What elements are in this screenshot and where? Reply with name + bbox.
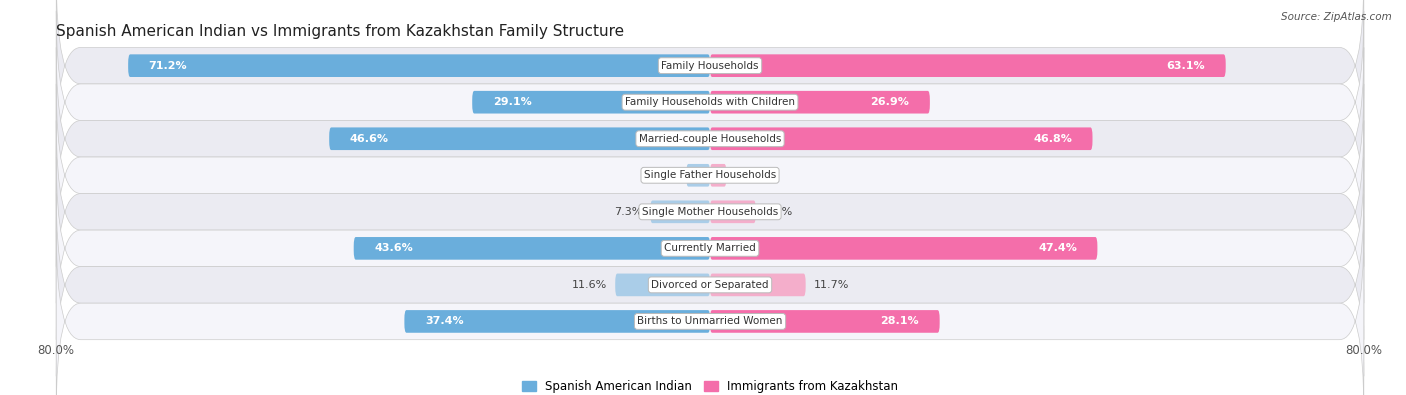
FancyBboxPatch shape: [56, 47, 1364, 230]
FancyBboxPatch shape: [56, 120, 1364, 303]
Text: Single Father Households: Single Father Households: [644, 170, 776, 180]
Text: 29.1%: 29.1%: [492, 97, 531, 107]
FancyBboxPatch shape: [56, 0, 1364, 157]
FancyBboxPatch shape: [651, 201, 710, 223]
FancyBboxPatch shape: [56, 84, 1364, 267]
Text: 11.6%: 11.6%: [572, 280, 607, 290]
Text: 37.4%: 37.4%: [425, 316, 464, 326]
Text: Births to Unmarried Women: Births to Unmarried Women: [637, 316, 783, 326]
Text: Family Households with Children: Family Households with Children: [626, 97, 794, 107]
Text: 11.7%: 11.7%: [814, 280, 849, 290]
Text: 43.6%: 43.6%: [374, 243, 413, 253]
FancyBboxPatch shape: [710, 128, 1092, 150]
FancyBboxPatch shape: [710, 274, 806, 296]
Text: Divorced or Separated: Divorced or Separated: [651, 280, 769, 290]
Text: 5.6%: 5.6%: [763, 207, 792, 217]
FancyBboxPatch shape: [710, 310, 939, 333]
FancyBboxPatch shape: [616, 274, 710, 296]
Text: 2.9%: 2.9%: [650, 170, 678, 180]
FancyBboxPatch shape: [686, 164, 710, 186]
FancyBboxPatch shape: [710, 201, 756, 223]
FancyBboxPatch shape: [710, 237, 1098, 260]
Text: 28.1%: 28.1%: [880, 316, 920, 326]
Text: 47.4%: 47.4%: [1038, 243, 1077, 253]
FancyBboxPatch shape: [56, 194, 1364, 376]
Legend: Spanish American Indian, Immigrants from Kazakhstan: Spanish American Indian, Immigrants from…: [517, 376, 903, 395]
FancyBboxPatch shape: [710, 164, 727, 186]
Text: Source: ZipAtlas.com: Source: ZipAtlas.com: [1281, 12, 1392, 22]
FancyBboxPatch shape: [128, 55, 710, 77]
Text: 26.9%: 26.9%: [870, 97, 910, 107]
FancyBboxPatch shape: [56, 11, 1364, 194]
Text: Spanish American Indian vs Immigrants from Kazakhstan Family Structure: Spanish American Indian vs Immigrants fr…: [56, 24, 624, 39]
FancyBboxPatch shape: [329, 128, 710, 150]
FancyBboxPatch shape: [472, 91, 710, 113]
Text: Married-couple Households: Married-couple Households: [638, 134, 782, 144]
Text: 7.3%: 7.3%: [614, 207, 643, 217]
Text: Currently Married: Currently Married: [664, 243, 756, 253]
Text: 71.2%: 71.2%: [149, 61, 187, 71]
Text: Family Households: Family Households: [661, 61, 759, 71]
Text: 2.0%: 2.0%: [734, 170, 763, 180]
Text: 46.8%: 46.8%: [1033, 134, 1071, 144]
Text: 46.6%: 46.6%: [350, 134, 388, 144]
Text: Single Mother Households: Single Mother Households: [643, 207, 778, 217]
FancyBboxPatch shape: [56, 157, 1364, 340]
FancyBboxPatch shape: [56, 230, 1364, 395]
Text: 63.1%: 63.1%: [1167, 61, 1205, 71]
FancyBboxPatch shape: [710, 91, 929, 113]
FancyBboxPatch shape: [710, 55, 1226, 77]
FancyBboxPatch shape: [354, 237, 710, 260]
FancyBboxPatch shape: [405, 310, 710, 333]
